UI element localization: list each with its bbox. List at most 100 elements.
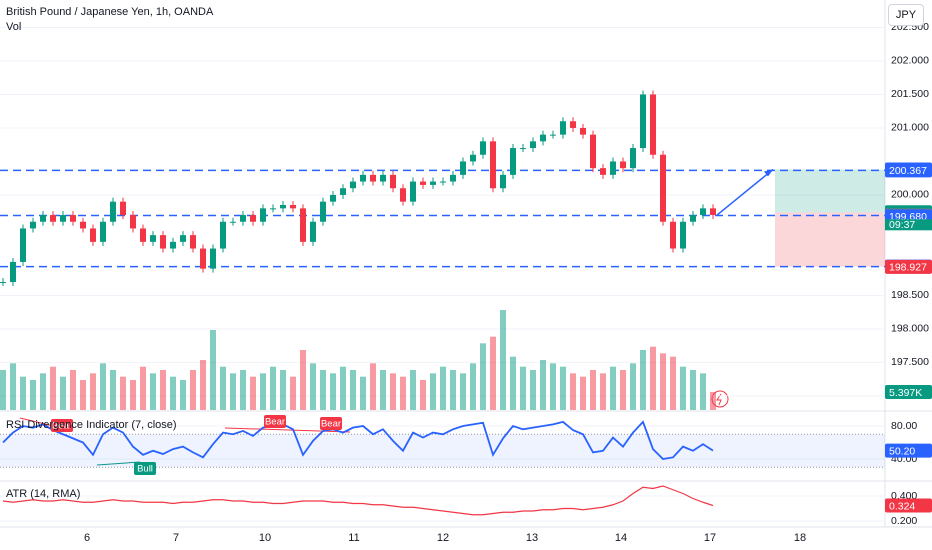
volume-bar (700, 373, 706, 410)
stop-loss-zone (775, 212, 885, 267)
candle (520, 148, 526, 150)
candle (540, 134, 546, 142)
candle (480, 141, 486, 155)
volume-bar (580, 376, 586, 410)
candle (640, 94, 646, 149)
price-label-bg (885, 385, 932, 400)
candle (430, 181, 436, 185)
volume-bar (510, 356, 516, 410)
divergence-label: Bear (52, 421, 72, 432)
volume-bar (180, 380, 186, 410)
volume-bar (20, 376, 26, 410)
volume-bar (300, 350, 306, 410)
candle (690, 215, 696, 222)
candle (190, 235, 196, 249)
divergence-label-bg (51, 419, 73, 432)
volume-bar (50, 366, 56, 410)
x-tick-label: 7 (173, 532, 179, 544)
candle (680, 221, 686, 249)
volume-bar (140, 366, 146, 410)
candle (40, 215, 46, 222)
candle (310, 221, 316, 242)
volume-bar (630, 363, 636, 410)
y-tick-label: 202.000 (891, 55, 929, 67)
volume-bar (600, 373, 606, 410)
candle (710, 208, 716, 216)
candle (200, 248, 206, 269)
volume-bar (60, 376, 66, 410)
volume-bar (440, 366, 446, 410)
volume-bar (710, 392, 716, 410)
volume-bar (210, 330, 216, 410)
candle (110, 201, 116, 222)
x-tick-label: 10 (259, 532, 271, 544)
volume-bar (690, 370, 696, 410)
candle (420, 181, 426, 185)
candle (360, 174, 366, 182)
indicator-line (2, 420, 714, 460)
candle (90, 228, 96, 242)
volume-bar (10, 363, 16, 410)
volume-bar (320, 370, 326, 410)
volume-bar (30, 380, 36, 410)
volume-bar (270, 366, 276, 410)
arrow-head (764, 169, 773, 177)
candle (250, 215, 256, 222)
candle (30, 221, 36, 229)
volume-bar (560, 366, 566, 410)
currency-button[interactable]: JPY (888, 4, 924, 26)
volume-bar (80, 380, 86, 410)
candle (350, 181, 356, 189)
candle (530, 141, 536, 149)
volume-bar (190, 370, 196, 410)
y-tick-label: 0.200 (891, 515, 917, 527)
volume-bar (520, 366, 526, 410)
candle (500, 174, 506, 189)
candle (600, 168, 606, 175)
candle (670, 221, 676, 249)
x-tick-label: 13 (526, 532, 538, 544)
candle (560, 121, 566, 135)
candle (80, 221, 86, 229)
candle (140, 228, 146, 242)
volume-bar (90, 373, 96, 410)
volume-bar (640, 350, 646, 410)
y-tick-label: 200.000 (891, 189, 929, 201)
candle (120, 201, 126, 216)
price-label: 50.20 (889, 445, 915, 457)
price-label: 198.927 (889, 262, 927, 274)
x-tick-label: 17 (704, 532, 716, 544)
volume-bar (350, 370, 356, 410)
candle (650, 94, 656, 155)
volume-bar (230, 373, 236, 410)
price-label-bg (885, 498, 932, 513)
candle (170, 241, 176, 249)
volume-bar (130, 380, 136, 410)
volume-bar (340, 366, 346, 410)
candle (300, 208, 306, 242)
volume-bar (160, 370, 166, 410)
price-label: 5.397K (889, 387, 922, 399)
candle (50, 215, 56, 222)
take-profit-zone (775, 169, 885, 213)
volume-bar (280, 370, 286, 410)
candle (220, 221, 226, 249)
indicator-line (2, 485, 714, 516)
candle (470, 154, 476, 162)
volume-bar (470, 363, 476, 410)
volume-bar (220, 366, 226, 410)
alert-icon-glyph (716, 393, 722, 406)
y-tick-label: 201.000 (891, 122, 929, 134)
candle (130, 215, 136, 229)
volume-bar (490, 336, 496, 410)
volume-bar (530, 370, 536, 410)
x-tick-label: 11 (348, 532, 359, 544)
x-tick-label: 14 (615, 532, 627, 544)
volume-bar (590, 370, 596, 410)
candle (490, 141, 496, 189)
countdown-bg (885, 219, 932, 231)
y-tick-label: 80.00 (891, 420, 917, 432)
rsi-title: RSI Divergence Indicator (7, close) (6, 419, 177, 431)
